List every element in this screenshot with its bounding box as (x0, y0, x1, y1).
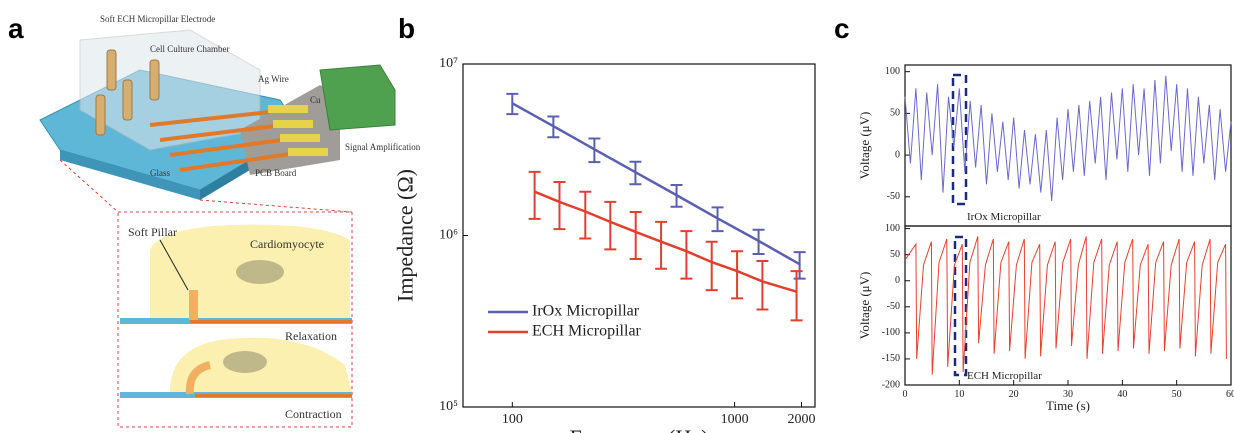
error-bar (553, 181, 566, 231)
y-tick-label: -200 (882, 379, 900, 390)
data-line (511, 102, 801, 266)
annotation: IrOx Micropillar (967, 211, 1041, 223)
panel-label: c (834, 13, 850, 44)
y-tick-label: 100 (885, 223, 900, 234)
error-bar (731, 250, 744, 300)
x-tick-label: 10 (954, 389, 964, 400)
y-tick-label: 10⁷ (439, 56, 458, 71)
legend-label: ECH Micropillar (532, 323, 642, 340)
y-tick-label: 0 (895, 149, 900, 160)
diagram-label: Cu (310, 95, 321, 105)
x-axis-label: Frequency (Hz) (570, 425, 709, 433)
plot-frame (462, 63, 816, 408)
highlight-box (951, 73, 968, 206)
device-diagram: Soft ECH Micropillar Electrode Cell Cult… (39, 14, 421, 428)
x-tick-label: 2000 (788, 412, 816, 427)
error-bar (579, 190, 592, 240)
error-bar (756, 260, 769, 311)
data-line (534, 190, 797, 293)
error-bar (705, 240, 718, 292)
x-tick-label: 0 (903, 389, 908, 400)
error-bar (790, 270, 803, 322)
error-bar (604, 200, 617, 251)
y-axis-label: Impedance (Ω) (393, 169, 418, 302)
error-bar (629, 160, 642, 186)
error-bar (506, 92, 519, 116)
error-bar (655, 220, 668, 270)
diagram-label: Soft Pillar (128, 225, 177, 239)
y-tick-label: -150 (882, 353, 900, 364)
x-axis-label: Time (s) (1046, 398, 1090, 413)
data-line (904, 75, 1232, 202)
y-tick-label: 10⁶ (439, 228, 458, 243)
y-tick-label: 10⁵ (439, 399, 458, 414)
error-bar (547, 115, 560, 139)
x-tick-label: 1000 (721, 412, 749, 427)
x-tick-label: 20 (1009, 389, 1019, 400)
diagram-label: Ag Wire (258, 74, 289, 84)
x-tick-label: 30 (1063, 389, 1073, 400)
diagram-label: Soft ECH Micropillar Electrode (100, 14, 215, 24)
y-tick-label: 0 (895, 275, 900, 286)
y-tick-label: 50 (890, 108, 900, 119)
panel-label: b (398, 13, 415, 44)
error-bar (680, 230, 693, 280)
diagram-label: Relaxation (285, 329, 337, 343)
x-tick-label: 100 (502, 412, 523, 427)
error-bar (670, 183, 683, 208)
error-bar (629, 211, 642, 260)
error-bar (528, 170, 541, 220)
diagram-label: Cardiomyocyte (250, 237, 324, 251)
x-tick-label: 60 (1226, 389, 1234, 400)
diagram-label: Contraction (285, 407, 342, 421)
y-tick-label: 100 (885, 66, 900, 77)
y-axis-label: Voltage (μV) (857, 272, 872, 340)
zoom-box (117, 211, 353, 428)
annotation: ECH Micropillar (967, 370, 1042, 382)
diagram-label: Signal Amplification (345, 142, 421, 152)
error-bar (793, 251, 806, 280)
error-bar (752, 228, 765, 256)
error-bar (711, 206, 724, 233)
data-line (904, 236, 1227, 375)
error-bar (588, 137, 601, 164)
diagram-label: Glass (150, 168, 170, 178)
y-axis-label: Voltage (μV) (857, 112, 872, 180)
panel-label: a (8, 13, 24, 44)
diagram-label: Cell Culture Chamber (150, 44, 229, 54)
x-tick-label: 40 (1117, 389, 1127, 400)
x-tick-label: 50 (1172, 389, 1182, 400)
y-tick-label: -50 (887, 301, 900, 312)
highlight-box (953, 235, 968, 377)
diagram-label: PCB Board (255, 168, 297, 178)
legend-label: IrOx Micropillar (532, 303, 640, 320)
y-tick-label: -50 (887, 191, 900, 202)
y-tick-label: 50 (890, 249, 900, 260)
y-tick-label: -100 (882, 327, 900, 338)
